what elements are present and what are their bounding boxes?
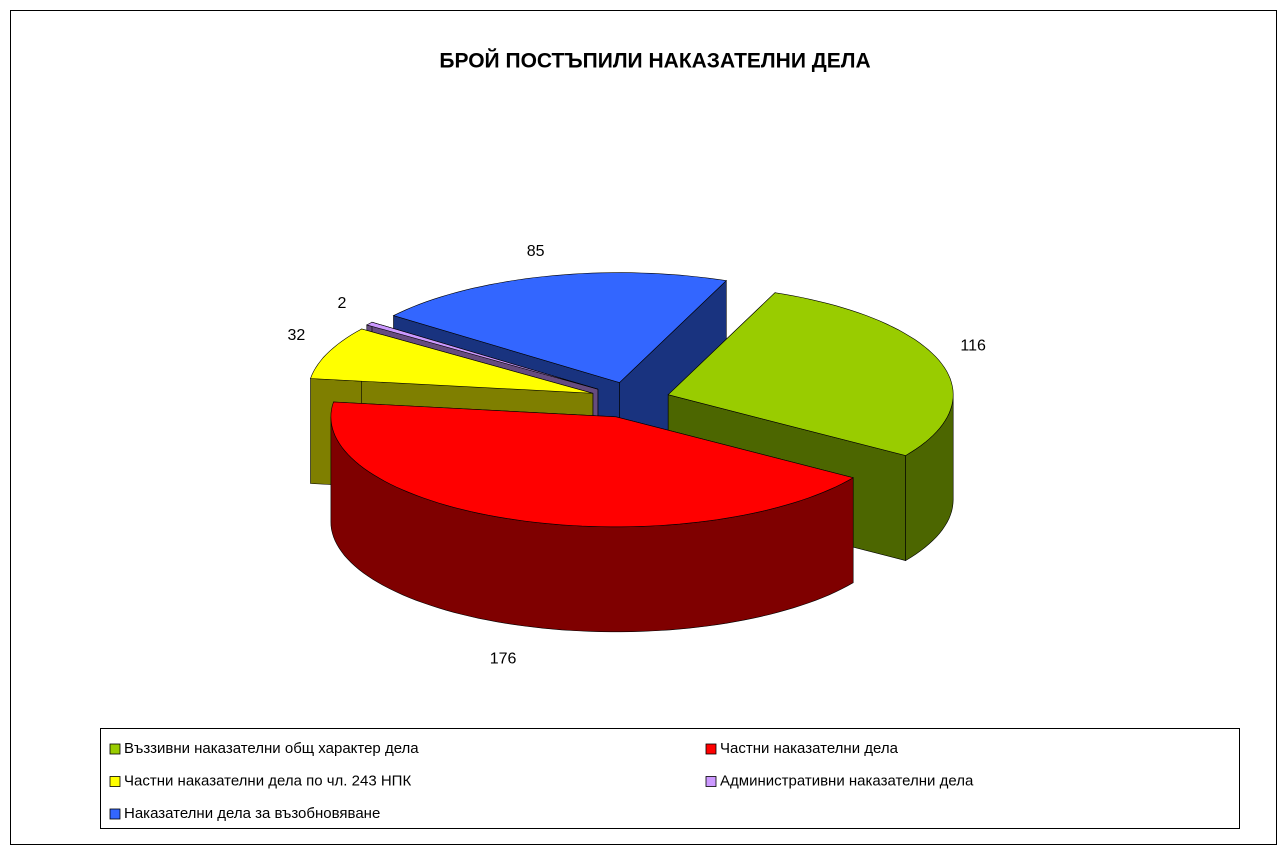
legend-label: Частни наказателни дела [720, 740, 899, 757]
slice [330, 401, 854, 528]
legend-swatch [109, 776, 121, 787]
legend-label: Административни наказателни дела [720, 772, 974, 789]
slice [310, 328, 593, 394]
data-label: 176 [490, 650, 517, 667]
data-label: 32 [288, 327, 306, 344]
slice [667, 292, 954, 456]
slice [392, 272, 727, 383]
legend-swatch [705, 776, 717, 787]
data-label: 116 [960, 337, 986, 354]
legend-label: Частни наказателни дела по чл. 243 НПК [124, 772, 411, 789]
legend-box [100, 728, 1240, 829]
legend-label: Въззивни наказателни общ характер дела [124, 740, 419, 757]
legend-swatch [109, 808, 121, 820]
data-label: 85 [527, 243, 545, 260]
chart-title: БРОЙ ПОСТЪПИЛИ НАКАЗАТЕЛНИ ДЕЛА [439, 49, 870, 73]
legend-label: Наказателни дела за възобновяване [124, 805, 380, 822]
legend-swatch [109, 743, 121, 755]
data-label: 2 [337, 295, 346, 312]
slice [365, 321, 598, 390]
legend-swatch [705, 743, 717, 755]
